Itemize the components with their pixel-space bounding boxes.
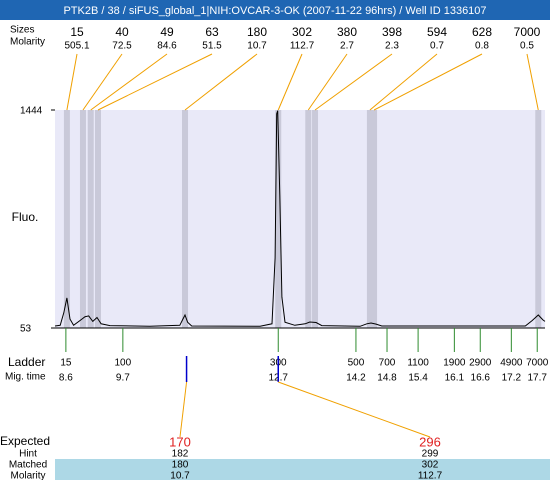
- peak-band: [94, 110, 101, 328]
- peak-molarity: 0.5: [520, 41, 534, 52]
- expected-hint: 299: [422, 449, 439, 460]
- peak-molarity: 0.8: [475, 41, 489, 52]
- peak-band: [371, 110, 378, 328]
- peak-band: [305, 110, 312, 328]
- peak-size: 380: [337, 25, 357, 39]
- ladder-size: 1100: [407, 358, 429, 369]
- title-bar: [0, 0, 550, 20]
- expected-molarity: 10.7: [170, 471, 190, 480]
- mig-time: 17.2: [502, 373, 522, 384]
- peak-molarity: 0.7: [430, 41, 444, 52]
- chart-title: PTK2B / 38 / siFUS_global_1|NIH:OVCAR-3-…: [63, 5, 486, 17]
- mig-time: 16.6: [471, 373, 491, 384]
- ladder-size: 1900: [443, 358, 466, 369]
- expected-hint: 182: [172, 449, 189, 460]
- row-label: Expected: [0, 434, 50, 448]
- trace-line: [54, 110, 546, 327]
- peak-band: [63, 110, 70, 328]
- peak-connector: [314, 53, 393, 111]
- peak-connector: [66, 53, 78, 111]
- peak-band: [182, 110, 189, 328]
- peak-band: [366, 110, 373, 328]
- mig-time: 16.1: [445, 373, 465, 384]
- expected-size: 296: [419, 434, 441, 449]
- peak-size: 7000: [514, 25, 541, 39]
- mig-time: 17.7: [527, 373, 547, 384]
- peak-band: [79, 110, 86, 328]
- ladder-size: 15: [60, 358, 72, 369]
- row-label: Matched: [9, 460, 47, 471]
- expected-molarity: 112.7: [418, 471, 443, 480]
- row-label: Molarity: [10, 37, 45, 48]
- peak-size: 302: [292, 25, 312, 39]
- peak-molarity: 51.5: [202, 41, 222, 52]
- peak-size: 40: [115, 25, 129, 39]
- peak-molarity: 72.5: [112, 41, 132, 52]
- peak-connector: [90, 53, 168, 111]
- peak-band: [312, 110, 319, 328]
- peak-connector: [307, 53, 348, 111]
- mig-time: 14.2: [346, 373, 366, 384]
- peak-molarity: 2.7: [340, 41, 354, 52]
- peak-size: 398: [382, 25, 402, 39]
- peak-band: [535, 110, 542, 328]
- peak-size: 63: [205, 25, 219, 39]
- row-label: Molarity: [10, 471, 45, 480]
- row-label: Mig. time: [5, 372, 46, 383]
- mig-time: 15.4: [408, 373, 428, 384]
- row-label: Sizes: [10, 25, 34, 36]
- peak-molarity: 10.7: [247, 41, 267, 52]
- ladder-size: 7000: [526, 358, 549, 369]
- peak-connector: [369, 53, 438, 111]
- peak-connector: [526, 53, 539, 111]
- peak-connector: [373, 53, 483, 111]
- y-axis-label: Fluo.: [12, 210, 39, 224]
- peak-connector: [277, 53, 303, 111]
- y-tick-label: 53: [20, 324, 32, 335]
- ladder-size: 4900: [500, 358, 523, 369]
- row-label: Hint: [19, 449, 37, 460]
- peak-connector: [97, 53, 213, 111]
- expected-connector: [179, 381, 188, 438]
- expected-size: 170: [169, 434, 191, 449]
- peak-size: 15: [70, 25, 84, 39]
- mig-time: 8.6: [59, 373, 73, 384]
- peak-size: 49: [160, 25, 174, 39]
- ladder-size: 2900: [469, 358, 492, 369]
- y-tick-label: 1444: [20, 106, 43, 117]
- peak-molarity: 2.3: [385, 41, 399, 52]
- peak-band: [275, 110, 282, 328]
- peak-connector: [82, 53, 123, 111]
- mig-time: 9.7: [116, 373, 130, 384]
- peak-molarity: 112.7: [290, 41, 315, 52]
- mig-time: 14.8: [377, 373, 397, 384]
- peak-band: [87, 110, 94, 328]
- ladder-size: 700: [379, 358, 396, 369]
- expected-matched: 180: [172, 460, 189, 471]
- peak-molarity: 505.1: [64, 41, 89, 52]
- peak-size: 628: [472, 25, 492, 39]
- row-label: Ladder: [8, 355, 45, 369]
- plot-area: [55, 110, 545, 328]
- expected-matched: 302: [422, 460, 439, 471]
- ladder-size: 100: [115, 358, 132, 369]
- matched-band: [55, 459, 550, 480]
- ladder-size: 500: [348, 358, 365, 369]
- peak-molarity: 84.6: [157, 41, 177, 52]
- expected-connector: [278, 381, 431, 438]
- peak-connector: [184, 53, 258, 111]
- peak-size: 594: [427, 25, 447, 39]
- peak-size: 180: [247, 25, 267, 39]
